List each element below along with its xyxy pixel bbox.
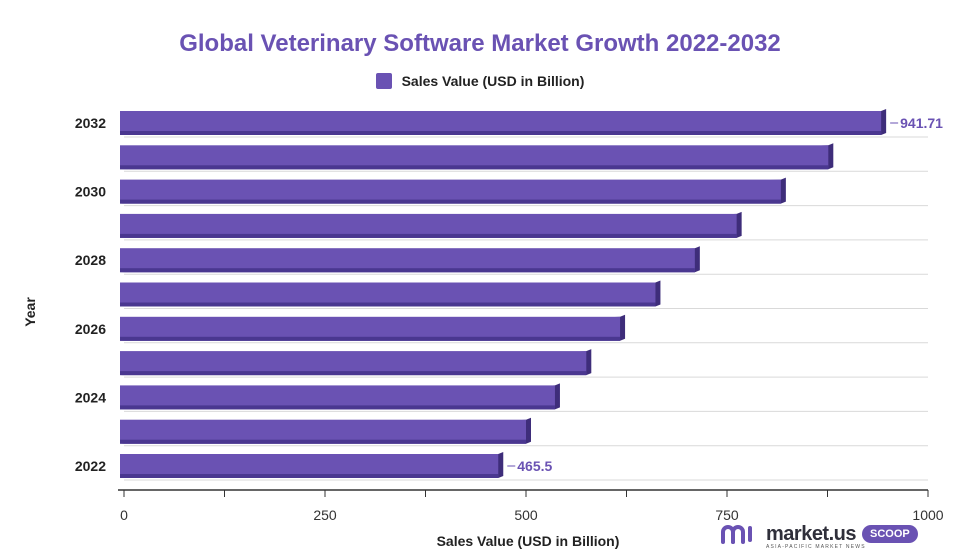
bar-shadow: [120, 336, 621, 341]
x-tick-label: 0: [120, 507, 128, 523]
legend-label: Sales Value (USD in Billion): [401, 73, 585, 89]
brand-logo: market.us SCOOP ASIA-PACIFIC MARKET NEWS: [720, 522, 918, 550]
x-tick-label: 250: [313, 507, 337, 523]
brand-name: market.us: [766, 522, 857, 545]
bar-shadow: [120, 268, 695, 273]
x-axis-label: Sales Value (USD in Billion): [436, 533, 620, 549]
brand-mark-icon: [721, 525, 752, 544]
bar-shadow: [120, 474, 499, 478]
bar-shadow: [120, 302, 656, 307]
legend-swatch: [375, 73, 392, 89]
bar-shadow: [120, 233, 737, 238]
brand-badge: SCOOP: [862, 525, 918, 543]
y-tick-label: 2028: [75, 252, 106, 268]
data-label: 465.5: [517, 458, 552, 474]
y-tick-label: 2030: [75, 184, 106, 200]
x-tick-label: 1000: [912, 507, 943, 523]
x-tick-label: 500: [514, 507, 538, 523]
bar-shadow: [120, 131, 882, 135]
y-tick-label: 2026: [75, 321, 106, 337]
y-axis-label: Year: [22, 297, 38, 327]
y-tick-label: 2022: [75, 458, 106, 474]
bar-shadow: [120, 439, 526, 444]
bar-shadow: [120, 165, 829, 170]
y-tick-label: 2024: [75, 389, 106, 405]
bar-shadow: [120, 405, 555, 410]
y-tick-label: 2032: [75, 115, 106, 131]
x-tick-label: 750: [715, 507, 739, 523]
bar-shadow: [120, 371, 587, 376]
bar-shadow: [120, 199, 781, 204]
data-label: 941.71: [900, 115, 943, 131]
legend: Sales Value (USD in Billion): [0, 73, 960, 89]
brand-tagline: ASIA-PACIFIC MARKET NEWS: [766, 544, 866, 550]
chart-title: Global Veterinary Software Market Growth…: [179, 30, 781, 57]
